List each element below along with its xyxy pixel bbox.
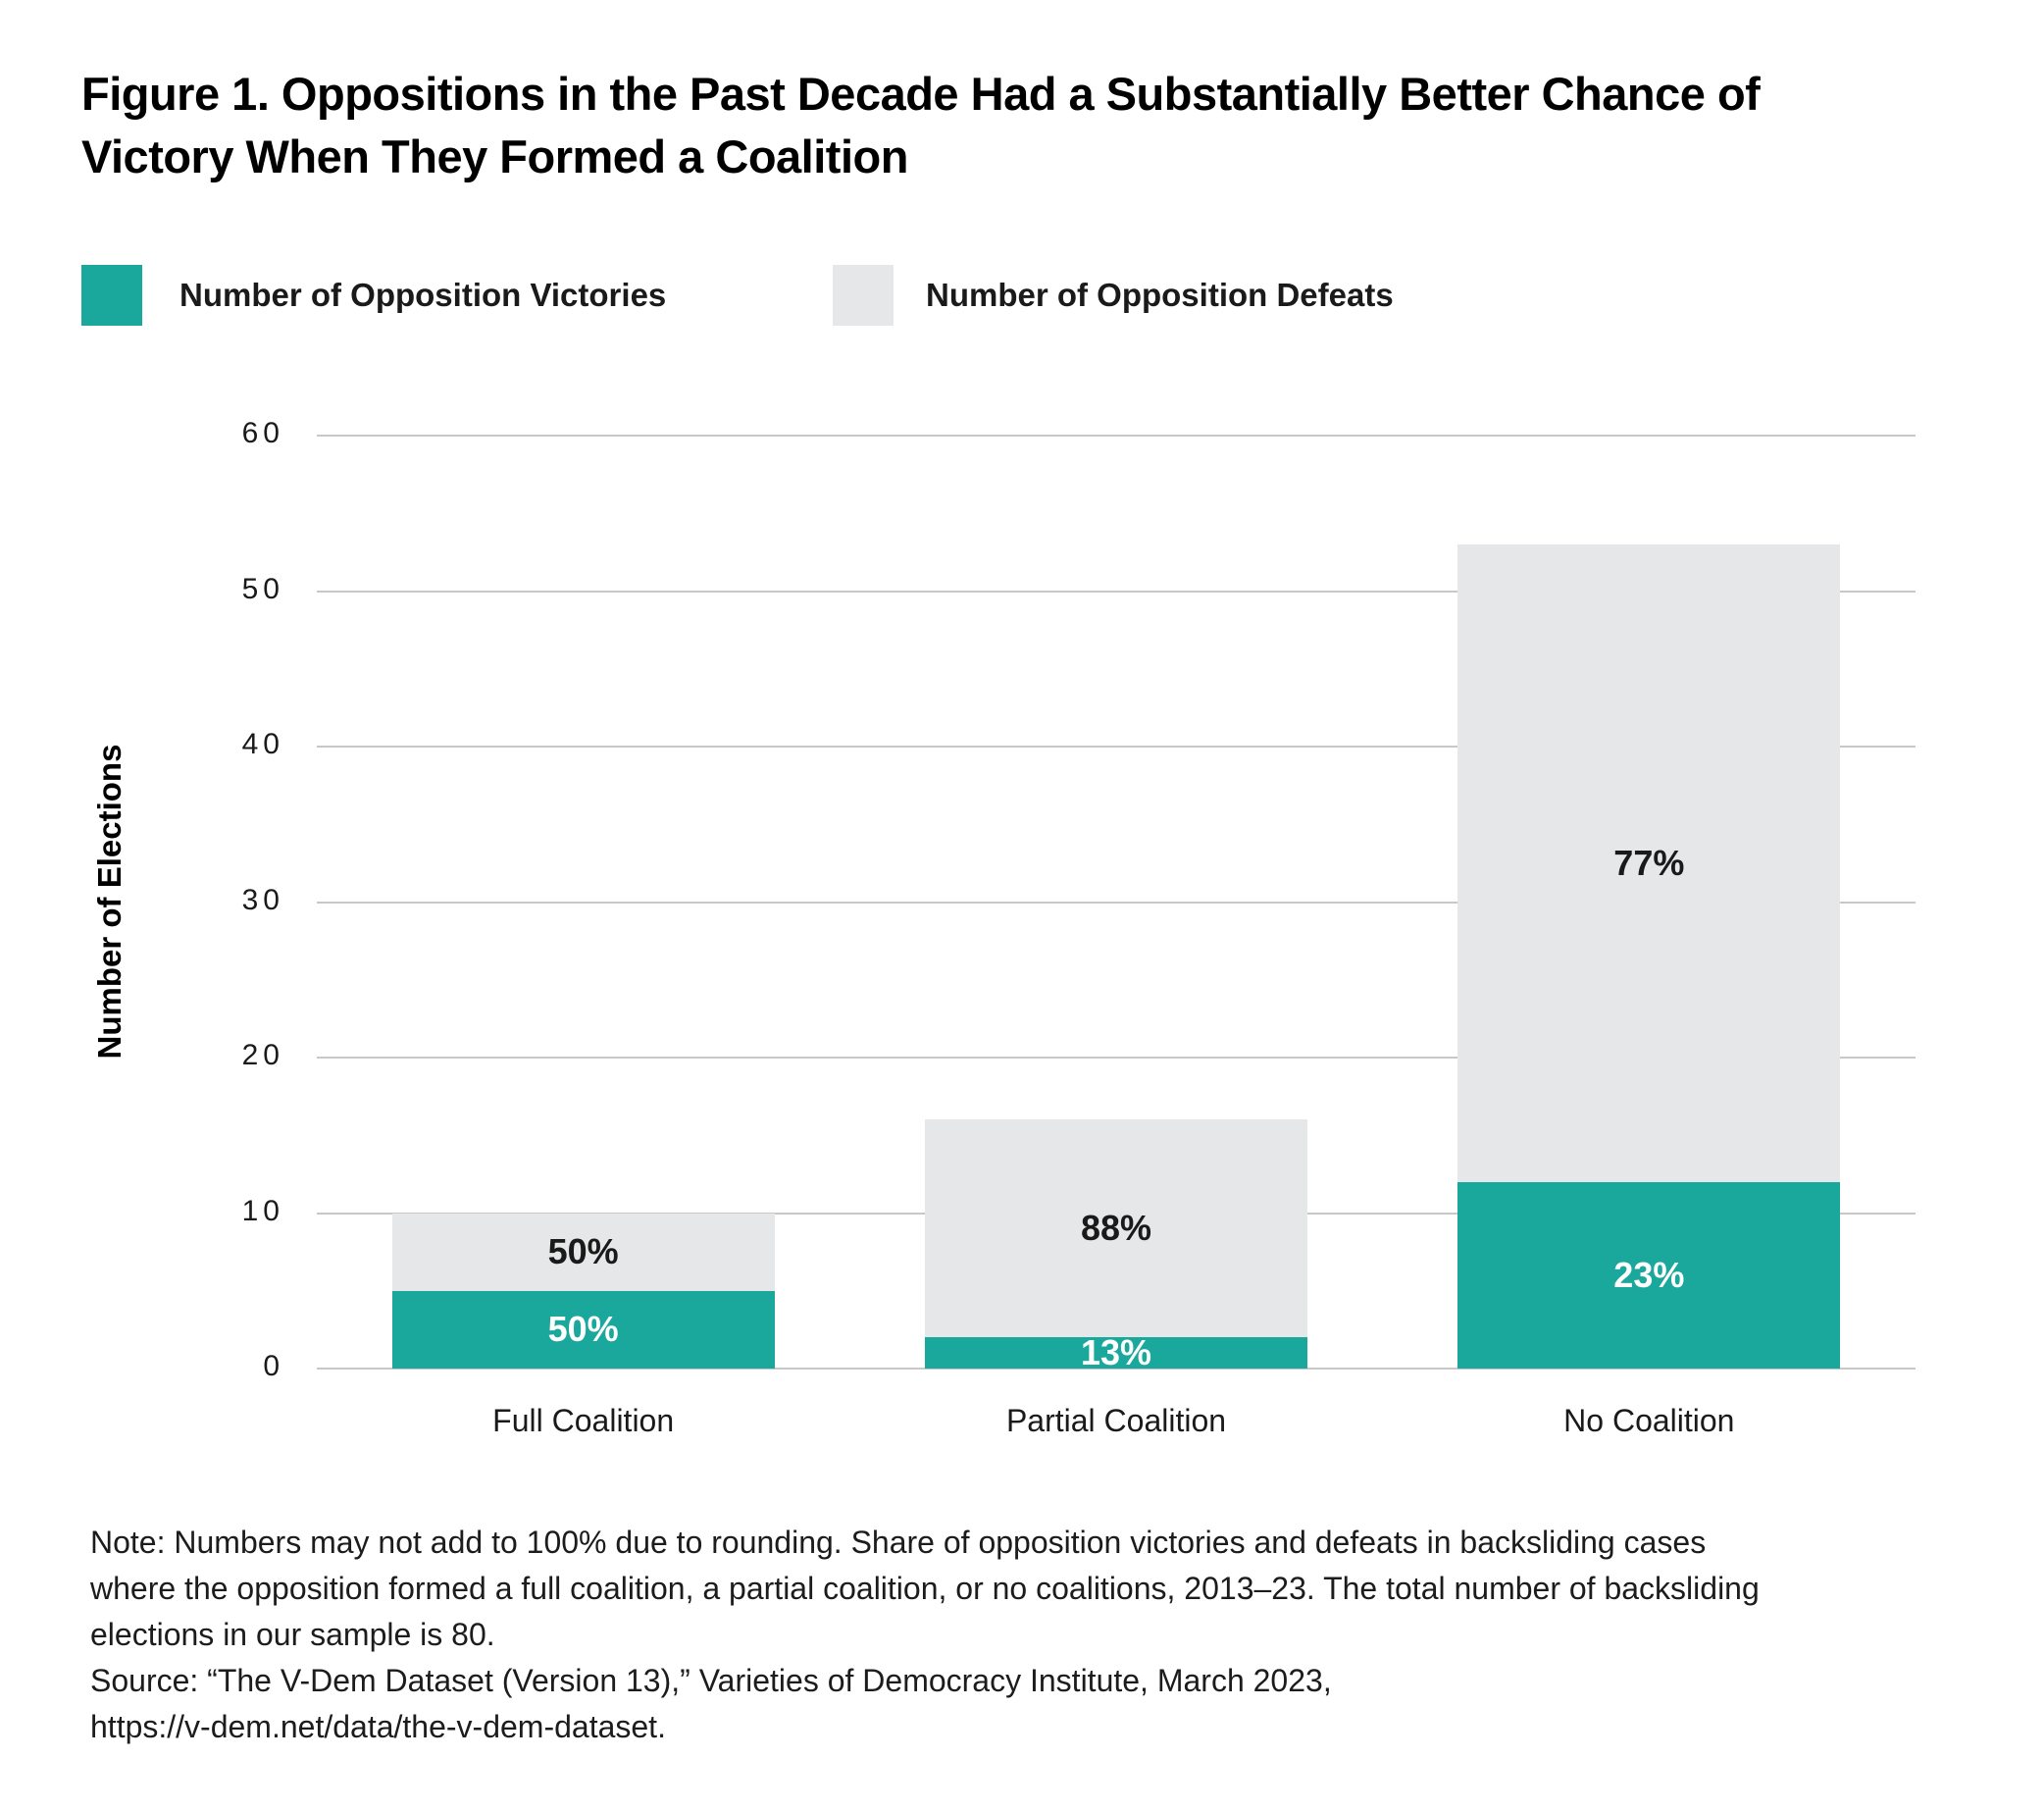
y-tick-label: 0 [263,1350,284,1382]
figure-title: Figure 1. Oppositions in the Past Decade… [81,63,1761,188]
defeats-legend-label: Number of Opposition Defeats [926,277,1394,313]
victories-percent-label: 13% [1080,1332,1152,1373]
defeats-segment: 88% [925,1119,1307,1338]
y-tick-label: 30 [241,883,284,916]
bar-no-coalition: 77% 23% [1457,543,1841,1369]
victories-segment: 23% [1457,1181,1841,1369]
victories-segment: 13% [925,1332,1307,1373]
x-category-label: Partial Coalition [1005,1403,1227,1438]
victories-percent-label: 50% [547,1309,619,1350]
gridline [317,435,1916,437]
victories-legend-label: Number of Opposition Victories [179,277,667,313]
gridline [317,1368,1916,1370]
figure-notes: Note: Numbers may not add to 100% due to… [90,1520,1760,1750]
defeats-segment: 50% [391,1213,775,1291]
legend-item-victories: Number of Opposition Victories [81,265,666,326]
defeats-percent-label: 50% [547,1231,619,1272]
bar-partial-coalition: 88% 13% [925,1119,1307,1373]
legend-item-defeats: Number of Opposition Defeats [833,265,1394,326]
figure-title-line-1: Figure 1. Oppositions in the Past Decade… [81,68,1761,120]
defeats-percent-label: 77% [1613,842,1685,883]
defeats-segment: 77% [1457,543,1841,1182]
y-tick-label: 60 [241,417,284,449]
x-category-label: Full Coalition [492,1403,675,1438]
y-tick-label: 10 [241,1194,284,1227]
source-link: https://v-dem.net/data/the-v-dem-dataset… [90,1709,666,1744]
gridline [317,1057,1916,1059]
bar-full-coalition: 50% 50% [391,1213,775,1369]
note-line: where the opposition formed a full coali… [90,1571,1760,1606]
victories-legend-swatch [81,265,142,326]
defeats-percent-label: 88% [1080,1208,1152,1249]
figure-title-line-2: Victory When They Formed a Coalition [81,130,908,182]
x-category-label: No Coalition [1563,1403,1735,1438]
note-line: Note: Numbers may not add to 100% due to… [90,1525,1707,1560]
victories-segment: 50% [391,1290,775,1369]
defeats-legend-swatch [833,265,894,326]
note-line: elections in our sample is 80. [90,1617,495,1652]
y-tick-label: 20 [241,1039,284,1071]
source-line: Source: “The V-Dem Dataset (Version 13),… [90,1663,1332,1698]
gridline [317,590,1916,593]
gridline [317,746,1916,748]
victories-percent-label: 23% [1613,1254,1685,1295]
y-tick-label: 40 [241,728,284,760]
gridline [317,901,1916,904]
y-tick-label: 50 [241,572,284,605]
